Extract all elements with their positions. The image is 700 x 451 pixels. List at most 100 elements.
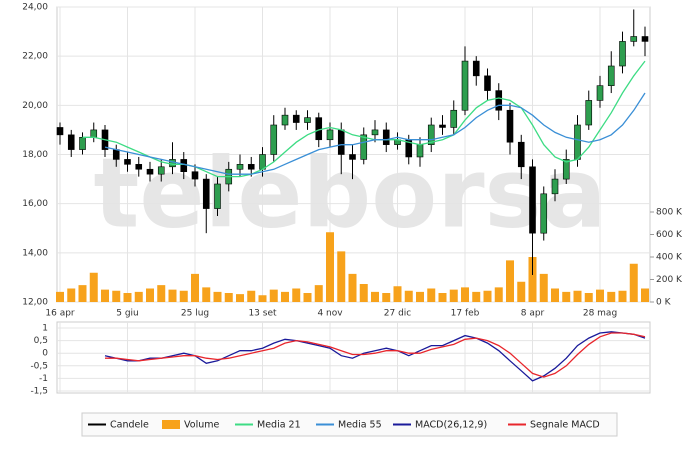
volume-bar	[449, 289, 458, 302]
candle-body	[112, 149, 120, 160]
volume-bar	[528, 257, 537, 302]
legend-item[interactable]: Candele	[88, 420, 149, 431]
volume-bar	[551, 288, 559, 302]
legend-label: Candele	[110, 420, 149, 431]
candle-body	[472, 60, 480, 77]
candle-body	[56, 127, 64, 136]
legend	[81, 412, 618, 437]
volume-bar	[269, 289, 278, 302]
macd-tick-label: -0,5	[30, 361, 48, 371]
candle-body	[641, 36, 649, 42]
volume-bar	[78, 285, 87, 302]
y-tick-label: 18,00	[22, 150, 48, 160]
volume-bar	[438, 293, 447, 302]
volume-bar	[641, 288, 649, 302]
candle-body	[124, 159, 131, 165]
candle-body	[202, 178, 210, 209]
volume-bar	[303, 293, 312, 302]
candle-body	[79, 136, 86, 150]
volume-bar	[483, 290, 492, 302]
x-tick-label: 5 giu	[116, 309, 139, 319]
x-tick-label: 25 lug	[181, 309, 209, 319]
legend-item[interactable]: MACD(26,12,9)	[393, 420, 487, 431]
volume-bar	[101, 289, 109, 302]
candle-body	[214, 183, 221, 209]
candle-body	[484, 75, 491, 91]
candle-body	[551, 178, 559, 195]
volume-bar	[461, 287, 469, 302]
volume-bar	[596, 289, 604, 302]
candle-body	[461, 60, 469, 111]
candle-body	[439, 124, 446, 128]
y2-tick-label: 400 K	[656, 253, 683, 263]
volume-bar	[134, 291, 143, 302]
volume-bar	[247, 290, 256, 302]
volume-bar	[416, 291, 424, 302]
volume-bar	[517, 281, 526, 302]
volume-bar	[382, 293, 391, 302]
legend-item[interactable]: Segnale MACD	[508, 420, 600, 431]
line	[105, 332, 646, 378]
volume-bar	[179, 290, 188, 302]
candle-body	[360, 134, 368, 160]
legend-label: Segnale MACD	[530, 420, 600, 431]
candle-body	[596, 85, 604, 101]
candle-body	[146, 168, 154, 175]
volume-bar	[618, 290, 627, 302]
x-tick-label: 28 mag	[583, 309, 617, 319]
legend-label: Media 55	[338, 420, 382, 431]
legend-item[interactable]: Media 21	[235, 420, 301, 431]
volume-bar	[562, 291, 571, 302]
macd-tick-label: -1,5	[30, 387, 48, 397]
volume-bar	[236, 294, 244, 302]
volume-bar	[393, 286, 402, 302]
candle-body	[562, 159, 570, 180]
candle-body	[281, 114, 289, 126]
x-tick-label: 17 feb	[451, 309, 480, 319]
candle-body	[517, 141, 525, 168]
volume-bar	[359, 284, 368, 302]
line	[104, 92, 646, 175]
volume-bar	[112, 290, 121, 302]
macd-tick-label: 1	[42, 324, 48, 334]
legend-item[interactable]: Media 55	[316, 420, 382, 431]
legend-item[interactable]: Volume	[162, 420, 219, 431]
candle-body	[292, 114, 300, 123]
candle-body	[495, 90, 503, 111]
candle-body	[270, 124, 278, 155]
legend-label: MACD(26,12,9)	[415, 420, 487, 431]
volume-bar	[573, 290, 582, 302]
volume-bar	[371, 291, 379, 302]
y-tick-label: 12,00	[22, 298, 48, 308]
y-tick-label: 24,00	[22, 3, 48, 13]
candle-body	[371, 129, 379, 136]
candle-body	[630, 36, 638, 42]
volume-bar	[224, 293, 233, 302]
candle-body	[540, 193, 548, 234]
candle-body	[169, 159, 176, 168]
y2-tick-label: 600 K	[656, 230, 683, 240]
volume-bar	[146, 288, 154, 302]
volume-bar	[472, 291, 481, 302]
x-tick-label: 16 apr	[45, 309, 75, 319]
candle-body	[574, 124, 581, 160]
y-tick-label: 22,00	[22, 52, 48, 62]
volume-bar	[281, 291, 289, 302]
macd-tick-label: -1	[39, 374, 48, 384]
candle-body	[506, 109, 514, 143]
candle-body	[247, 164, 255, 170]
volume-bar	[539, 273, 548, 302]
candle-body	[619, 41, 626, 67]
volume-bar	[123, 293, 132, 302]
candle-body	[337, 129, 345, 155]
candle-body	[259, 154, 266, 170]
volume-bar	[56, 291, 64, 302]
line	[82, 60, 646, 178]
macd-tick-label: 0,5	[34, 336, 48, 346]
candle-body	[427, 124, 435, 145]
y2-tick-label: 800 K	[656, 208, 683, 218]
candle-body	[349, 154, 356, 160]
x-tick-label: 8 apr	[521, 309, 545, 319]
candle-body	[607, 65, 615, 86]
